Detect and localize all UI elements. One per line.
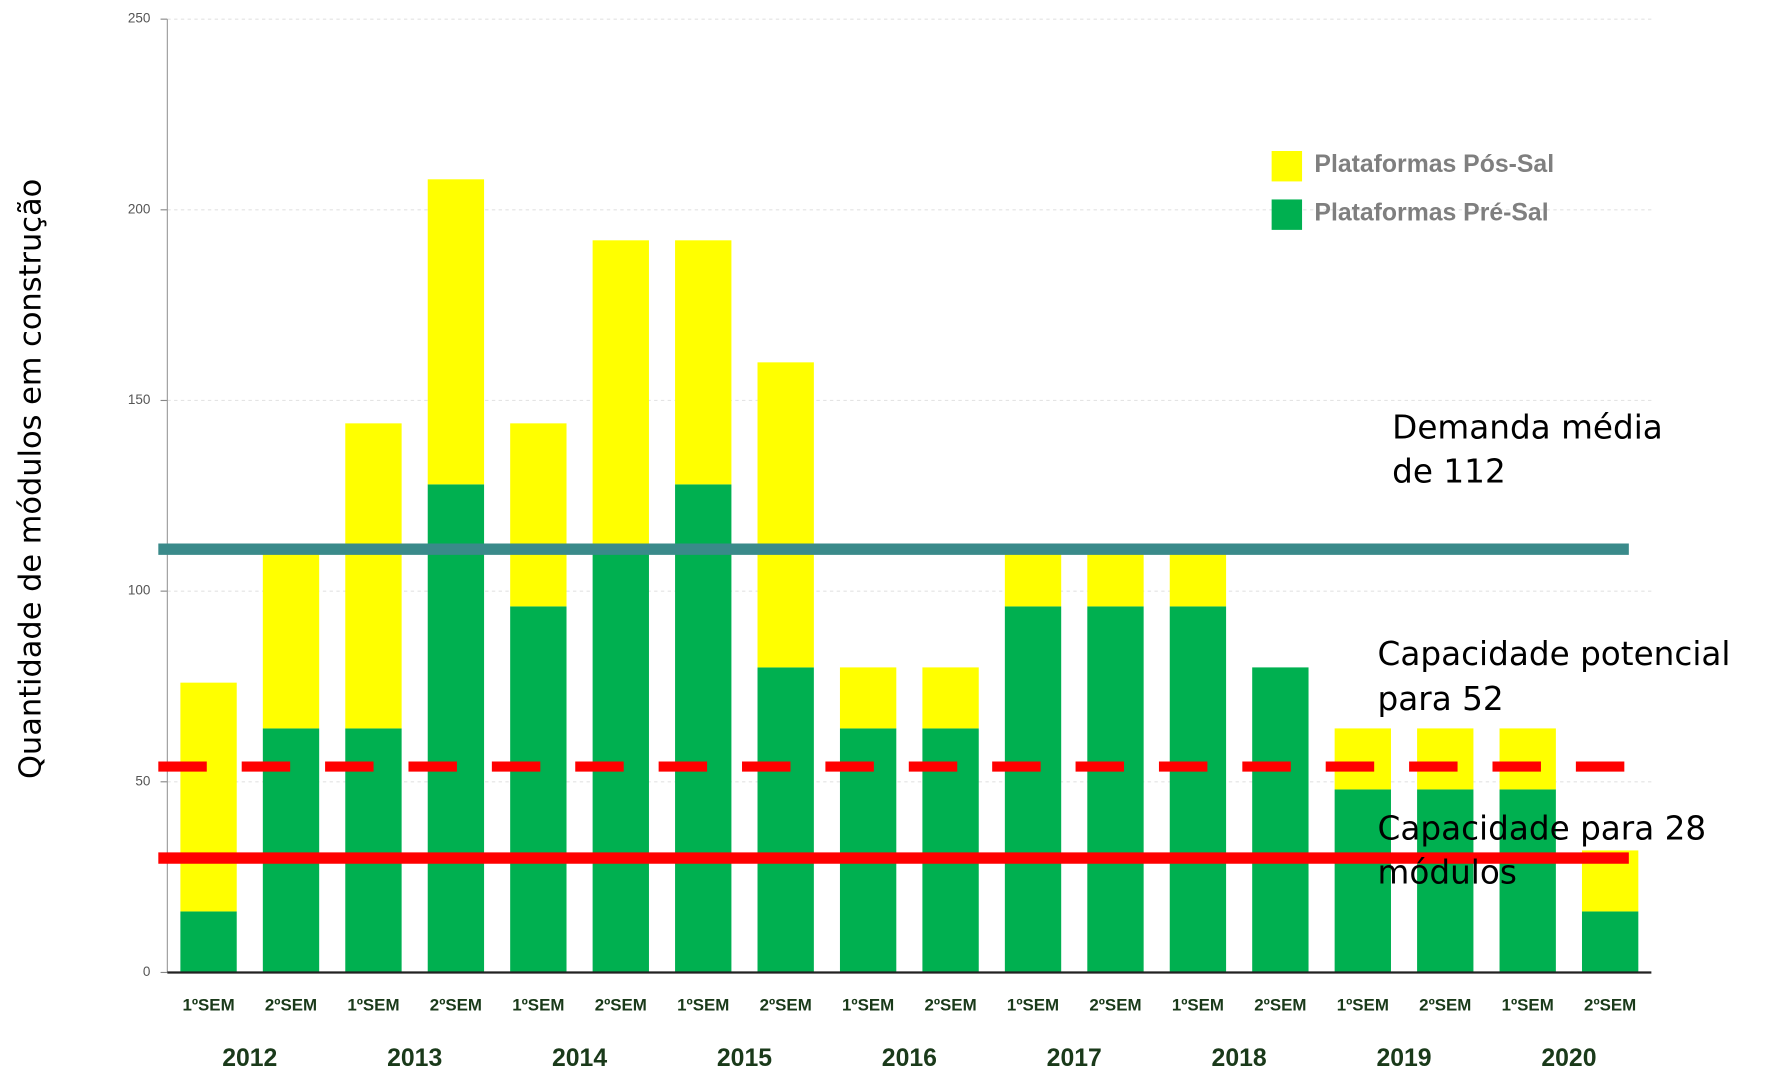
x-tick-label: 2ºSEM (924, 996, 976, 1015)
year-label: 2012 (222, 1045, 277, 1072)
bar-segment (839, 667, 897, 729)
bar-segment (510, 423, 567, 607)
x-tick-label: 1ºSEM (842, 996, 894, 1015)
bar-segment (1334, 789, 1391, 973)
bar-segment (1499, 789, 1556, 973)
bar-segment (757, 667, 814, 973)
x-tick-label: 2ºSEM (265, 996, 317, 1015)
x-tick-label: 2ºSEM (1089, 996, 1141, 1015)
bar-segment (1581, 911, 1639, 973)
reference-label: para 52 (1378, 680, 1504, 718)
y-tick-label: 250 (128, 11, 151, 26)
x-tick-label: 1ºSEM (1172, 996, 1224, 1015)
bar-segment (757, 362, 814, 668)
y-axis-label: Quantidade de módulos em construção (14, 179, 49, 779)
bar-segment (262, 545, 320, 729)
year-label: 2016 (882, 1045, 937, 1072)
x-tick-label: 2ºSEM (760, 996, 812, 1015)
year-label: 2019 (1376, 1045, 1431, 1072)
bar-segment (1417, 728, 1474, 790)
bar-segment (1004, 606, 1062, 973)
bar-segment (675, 240, 732, 485)
year-label: 2020 (1541, 1045, 1596, 1072)
x-tick-label: 1ºSEM (512, 996, 564, 1015)
reference-label: Capacidade para 28 (1378, 809, 1707, 847)
x-tick-label: 1ºSEM (1007, 996, 1059, 1015)
x-tick-label: 2ºSEM (1584, 996, 1636, 1015)
bar-segment (592, 240, 649, 546)
reference-label: Demanda média (1392, 408, 1663, 446)
reference-label: módulos (1378, 853, 1517, 891)
year-label: 2018 (1212, 1045, 1267, 1072)
reference-label: Capacidade potencial (1378, 635, 1731, 673)
x-tick-label: 2ºSEM (430, 996, 482, 1015)
bar-segment (180, 911, 237, 973)
legend-label: Plataformas Pós-Sal (1314, 151, 1554, 178)
bar-segment (1004, 545, 1062, 607)
legend-swatch (1271, 199, 1303, 230)
y-tick-label: 50 (135, 773, 150, 788)
legend-swatch (1271, 150, 1303, 182)
y-tick-label: 0 (143, 964, 151, 979)
year-label: 2017 (1047, 1045, 1102, 1072)
bar-segment (1499, 728, 1556, 790)
bar-segment (1252, 667, 1309, 973)
bar-segment (427, 179, 485, 485)
x-tick-label: 1ºSEM (1502, 996, 1554, 1015)
bar-segment (1169, 545, 1227, 607)
x-tick-label: 1ºSEM (347, 996, 399, 1015)
bar-segment (427, 484, 485, 973)
bar-segment (1334, 728, 1391, 790)
bar-segment (675, 484, 732, 973)
y-tick-label: 150 (128, 392, 151, 407)
year-label: 2014 (552, 1045, 607, 1072)
x-tick-label: 1ºSEM (1337, 996, 1389, 1015)
bar-segment (592, 545, 649, 973)
reference-label: de 112 (1392, 452, 1506, 490)
x-tick-label: 2ºSEM (1254, 996, 1306, 1015)
y-tick-label: 100 (128, 583, 151, 598)
x-tick-label: 1ºSEM (677, 996, 729, 1015)
bar-segment (180, 682, 237, 912)
bar-segment (922, 667, 979, 729)
bar-segment (1087, 545, 1144, 607)
bar-segment (345, 423, 402, 729)
x-tick-label: 2ºSEM (595, 996, 647, 1015)
bar-segment (1417, 789, 1474, 973)
y-tick-label: 200 (128, 201, 151, 216)
bar-segment (1169, 606, 1227, 973)
x-tick-label: 2ºSEM (1419, 996, 1471, 1015)
bar-segment (510, 606, 567, 973)
year-label: 2015 (717, 1045, 772, 1072)
legend-label: Plataformas Pré-Sal (1314, 200, 1548, 227)
bar-segment (1087, 606, 1144, 973)
x-tick-label: 1ºSEM (182, 996, 234, 1015)
year-label: 2013 (387, 1045, 442, 1072)
